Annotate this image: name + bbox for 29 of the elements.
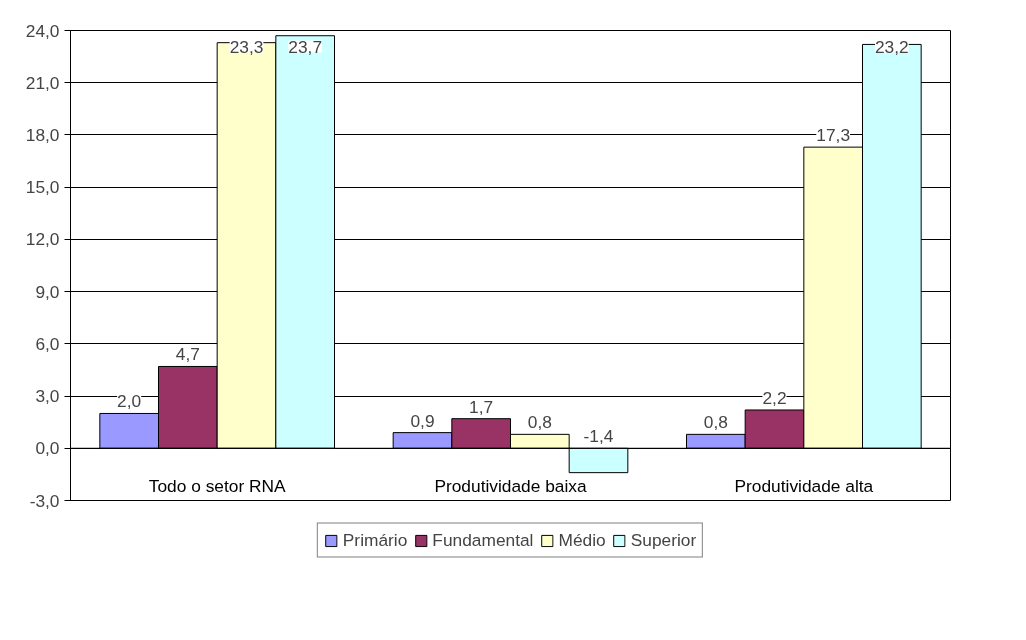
y-tick-label: 15,0: [25, 177, 60, 198]
legend-label: Superior: [630, 529, 697, 551]
x-tick-label: Produtividade alta: [734, 476, 874, 497]
x-tick-label: Produtividade baixa: [434, 476, 587, 497]
legend-label: Médio: [558, 529, 606, 551]
data-label: 0,9: [410, 410, 435, 431]
legend-label: Primário: [342, 529, 408, 551]
y-tick-label: 6,0: [35, 333, 60, 354]
y-tick-label: 12,0: [25, 229, 60, 250]
data-label: 4,7: [175, 344, 200, 365]
data-label: -1,4: [583, 426, 614, 447]
data-label: 2,2: [762, 387, 787, 408]
y-tick-label: 18,0: [25, 124, 60, 145]
x-tick-label: Todo o setor RNA: [148, 476, 286, 497]
data-label: 23,7: [288, 36, 323, 57]
legend-label: Fundamental: [432, 529, 534, 551]
data-label: 23,3: [229, 36, 264, 57]
data-label: 23,2: [874, 36, 909, 57]
y-tick-label: 9,0: [35, 281, 60, 302]
y-tick-label: 24,0: [25, 20, 60, 41]
data-label: 2,0: [117, 391, 142, 412]
data-label: 17,3: [816, 125, 851, 146]
y-tick-label: 0,0: [35, 438, 60, 459]
y-tick-label: 21,0: [25, 72, 60, 93]
y-tick-label: -3,0: [29, 490, 60, 511]
data-label: 0,8: [703, 412, 728, 433]
y-tick-label: 3,0: [35, 386, 60, 407]
data-label: 1,7: [469, 396, 494, 417]
data-label: 0,8: [527, 412, 552, 433]
